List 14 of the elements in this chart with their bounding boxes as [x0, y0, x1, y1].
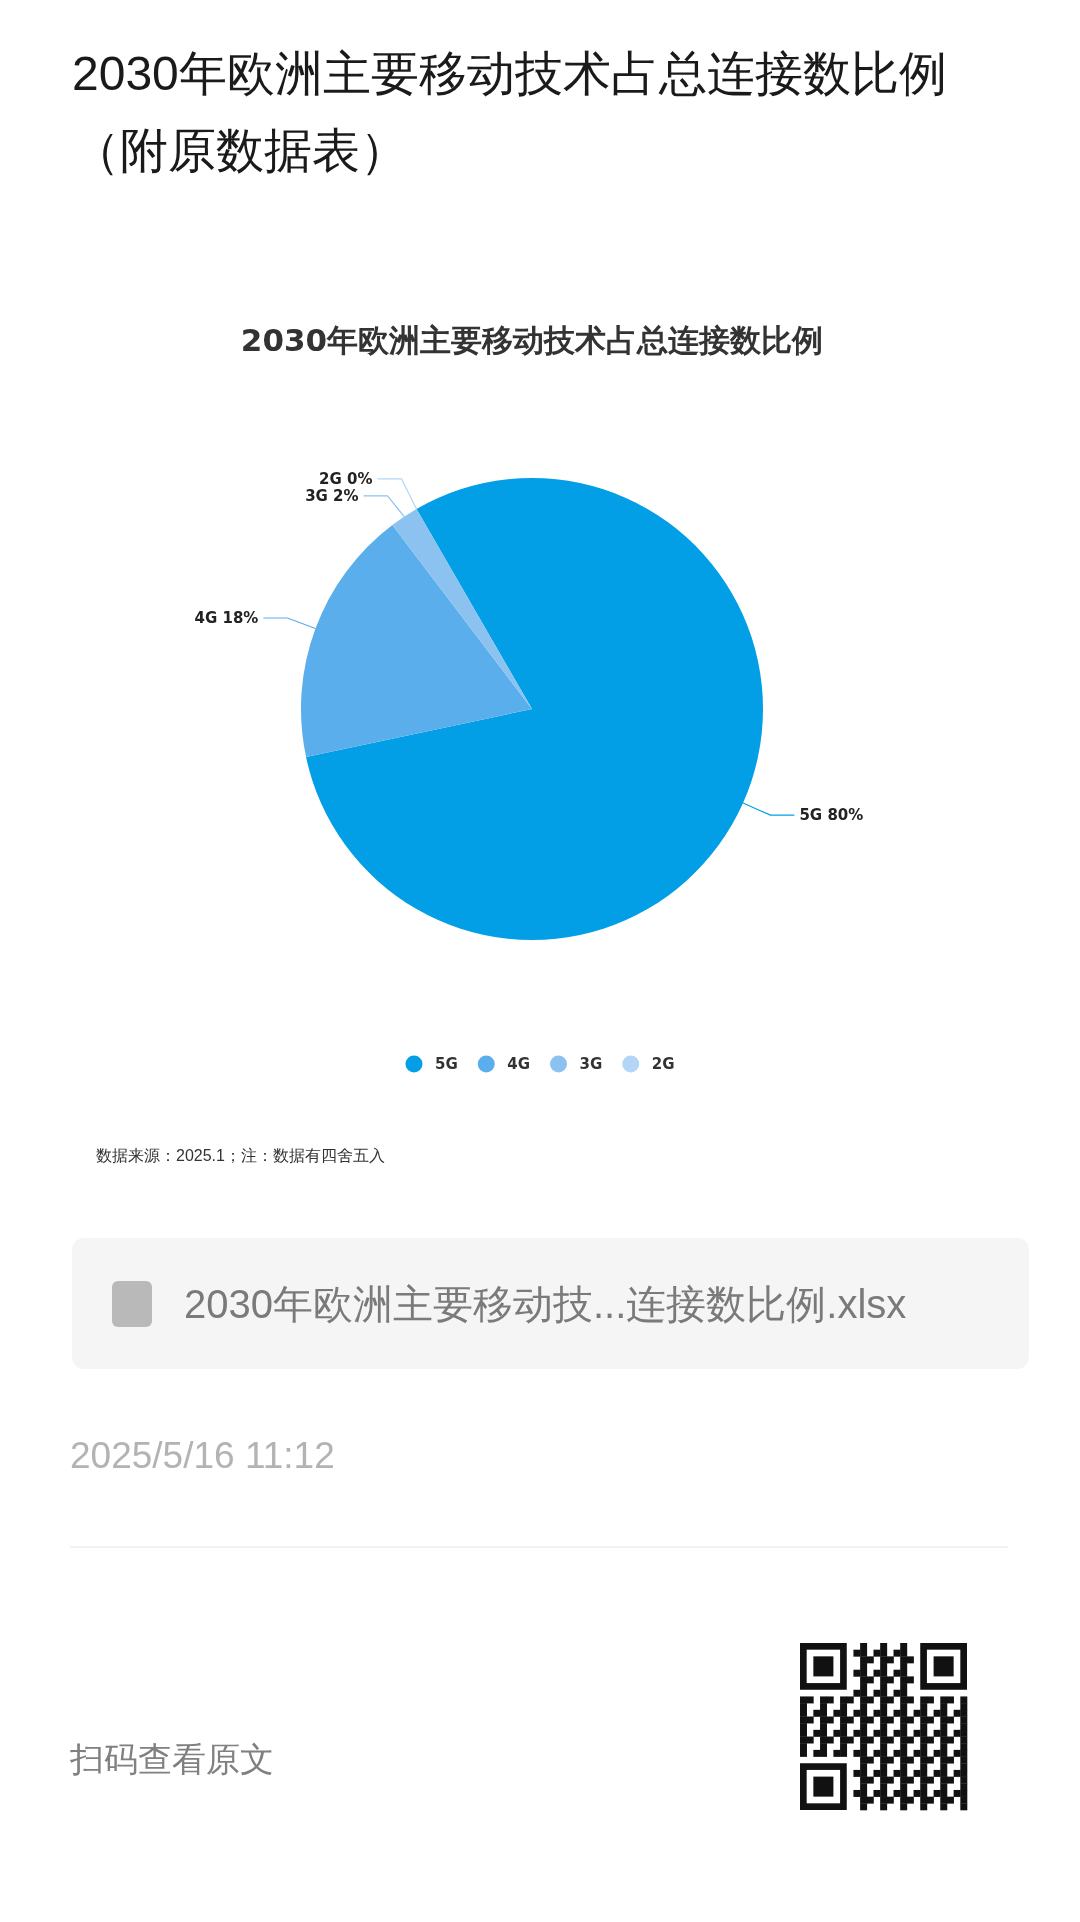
legend-label: 4G	[507, 1055, 530, 1073]
legend-label: 2G	[651, 1055, 675, 1073]
category-label: 4G 18%	[194, 609, 259, 628]
text: 2025/5/16 11:12	[70, 1434, 335, 1476]
chart-subtitle: 2030年欧洲主要移动技术占总连接数比例	[240, 322, 824, 358]
source-note: 数据来源：2025.1；注：数据有四舍五入	[96, 1146, 385, 1164]
category-label: 5G 80%	[799, 806, 864, 825]
chart-title: 2030年欧洲主要移动技术占总连接数比例（附原数据表）	[72, 46, 948, 179]
legend-label: 5G	[435, 1055, 458, 1073]
text: 扫码查看原文	[69, 1740, 274, 1778]
text: 2030年欧洲主要移动技...连接数比例.xlsx	[184, 1282, 907, 1326]
category-label: 2G 0%	[319, 469, 373, 488]
legend-label: 3G	[579, 1055, 603, 1073]
category-label: 3G 2%	[305, 486, 359, 505]
